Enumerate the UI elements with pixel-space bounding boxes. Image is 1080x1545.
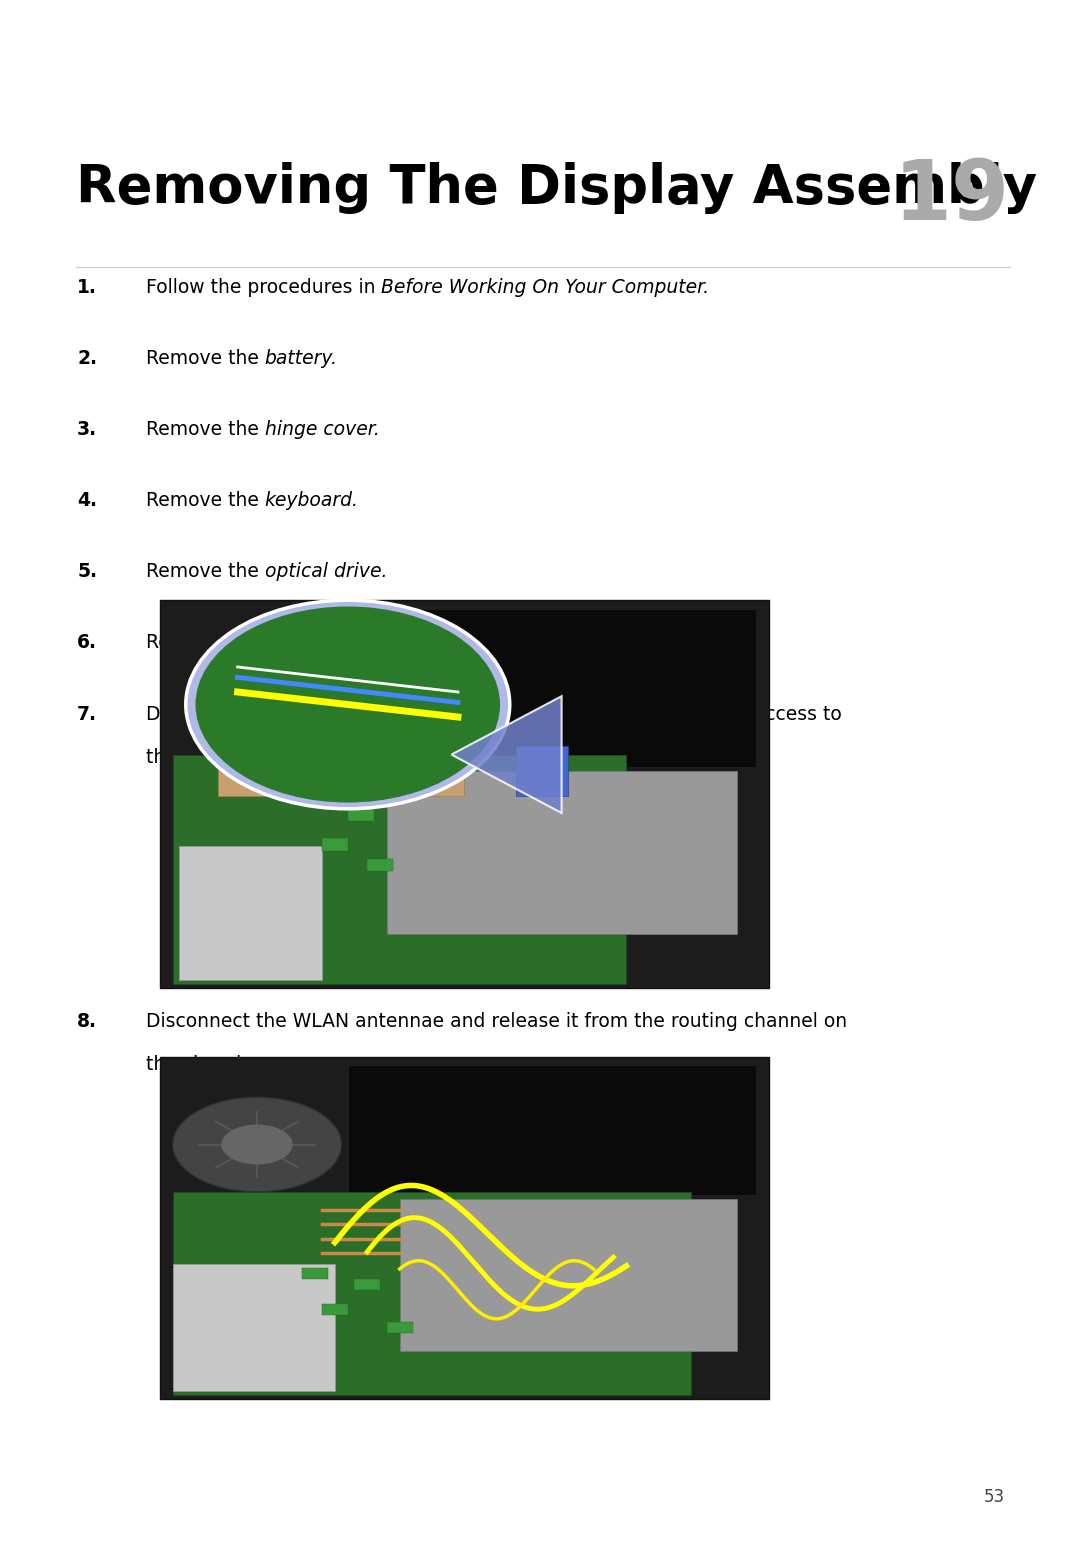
Text: Remove the: Remove the xyxy=(146,562,265,581)
Text: Disconnect the WLAN antennae and release it from the routing channel on: Disconnect the WLAN antennae and release… xyxy=(146,1012,847,1031)
Circle shape xyxy=(173,1097,341,1191)
Text: 5.: 5. xyxy=(77,562,97,581)
FancyBboxPatch shape xyxy=(302,1268,328,1279)
Polygon shape xyxy=(367,609,756,766)
Circle shape xyxy=(221,1125,293,1165)
Polygon shape xyxy=(160,1057,769,1398)
Text: keyboard.: keyboard. xyxy=(265,491,359,510)
Polygon shape xyxy=(387,771,737,933)
Text: optical drive.: optical drive. xyxy=(265,562,387,581)
Text: 8.: 8. xyxy=(77,1012,97,1031)
FancyBboxPatch shape xyxy=(516,746,568,796)
Polygon shape xyxy=(173,1191,691,1395)
Text: 3.: 3. xyxy=(77,420,97,439)
Polygon shape xyxy=(218,751,464,796)
FancyBboxPatch shape xyxy=(348,808,374,822)
FancyBboxPatch shape xyxy=(354,1279,380,1290)
Text: Disconnect the USB board cable from the system board to allow access to: Disconnect the USB board cable from the … xyxy=(146,705,841,723)
Text: 4.: 4. xyxy=(77,491,97,510)
Text: Remove the: Remove the xyxy=(146,420,265,439)
Text: Follow the procedures in: Follow the procedures in xyxy=(146,278,381,297)
Polygon shape xyxy=(173,754,626,984)
FancyBboxPatch shape xyxy=(179,847,322,980)
Text: 6.: 6. xyxy=(77,633,97,652)
Circle shape xyxy=(186,599,510,810)
Text: 2.: 2. xyxy=(77,349,97,368)
Polygon shape xyxy=(451,697,562,813)
FancyBboxPatch shape xyxy=(367,859,393,871)
Polygon shape xyxy=(400,1199,737,1352)
FancyBboxPatch shape xyxy=(322,1304,348,1315)
Text: 53: 53 xyxy=(983,1488,1004,1506)
Text: Removing The Display Assembly: Removing The Display Assembly xyxy=(76,162,1037,215)
Text: the WLAN antennae.: the WLAN antennae. xyxy=(146,748,340,766)
Text: the chassis.: the chassis. xyxy=(146,1055,257,1074)
Polygon shape xyxy=(348,1065,756,1196)
Text: battery.: battery. xyxy=(265,349,338,368)
FancyBboxPatch shape xyxy=(387,1323,413,1333)
Text: palm rest.: palm rest. xyxy=(265,633,360,652)
FancyBboxPatch shape xyxy=(302,783,328,796)
Text: 19: 19 xyxy=(893,156,1010,236)
Text: Remove the: Remove the xyxy=(146,491,265,510)
FancyBboxPatch shape xyxy=(322,837,348,850)
Text: Remove the: Remove the xyxy=(146,633,265,652)
Text: 7.: 7. xyxy=(77,705,97,723)
Text: 1.: 1. xyxy=(78,278,97,297)
FancyBboxPatch shape xyxy=(173,1264,335,1392)
Circle shape xyxy=(195,607,500,802)
Text: Remove the: Remove the xyxy=(146,349,265,368)
Text: Before Working On Your Computer.: Before Working On Your Computer. xyxy=(381,278,710,297)
Text: hinge cover.: hinge cover. xyxy=(265,420,379,439)
Polygon shape xyxy=(160,599,769,989)
